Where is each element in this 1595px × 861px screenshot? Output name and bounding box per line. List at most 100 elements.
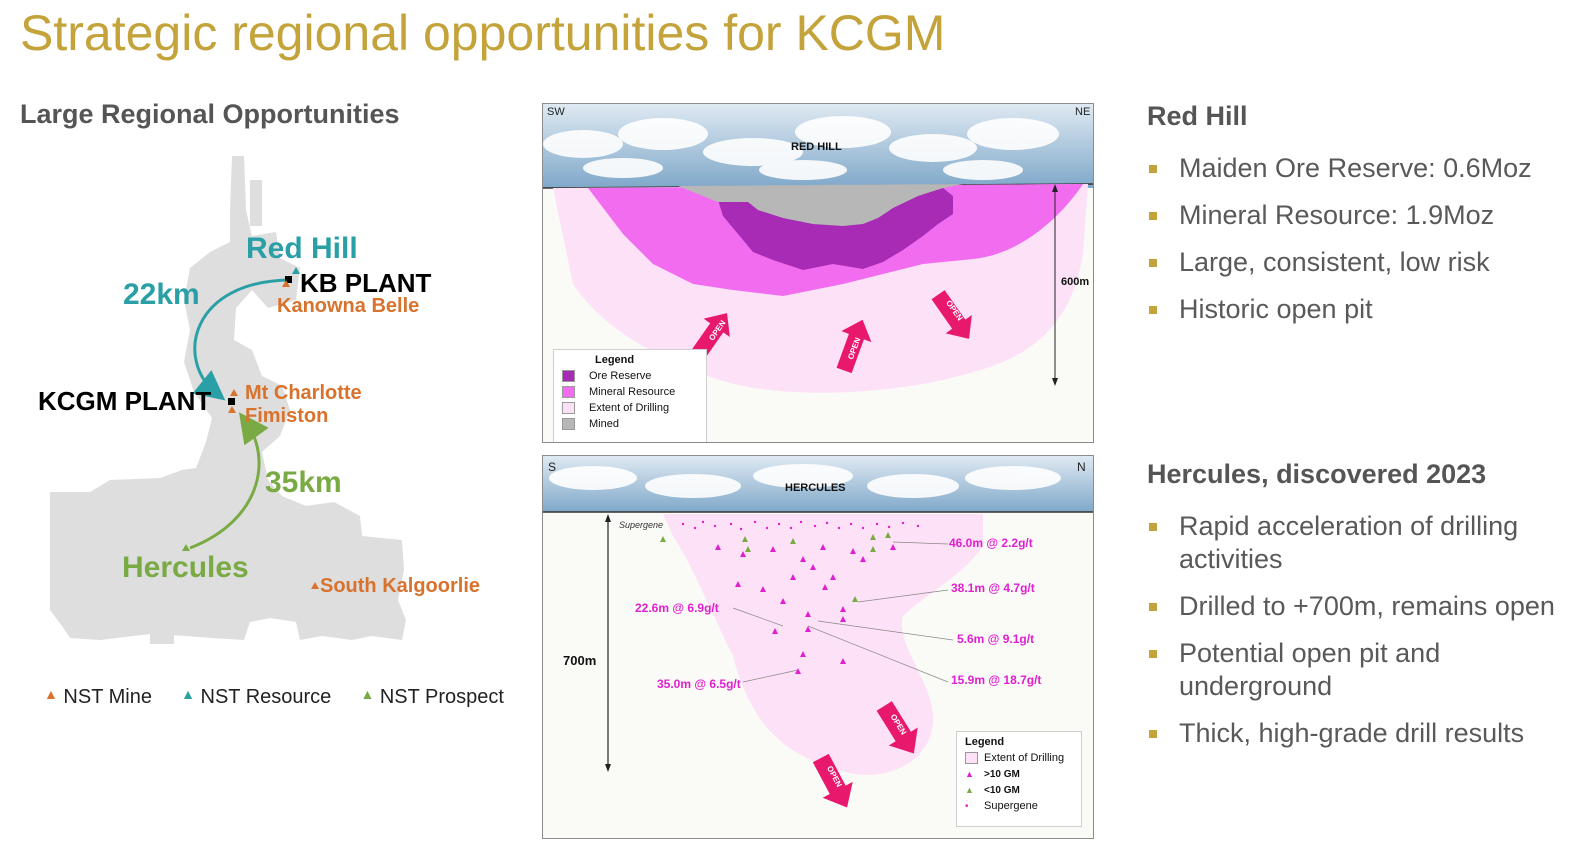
left-heading: Large Regional Opportunities xyxy=(20,99,400,129)
intercept-label: 35.0m @ 6.5g/t xyxy=(657,677,741,691)
depth-arrow-head xyxy=(1052,184,1058,192)
legend-prospect-label: NST Prospect xyxy=(379,686,504,708)
hercules-bullets: Rapid acceleration of drilling activitie… xyxy=(1147,510,1587,750)
legend-swatch xyxy=(965,752,978,764)
resource-triangle-icon xyxy=(292,267,300,274)
land-area xyxy=(150,630,174,644)
legend-swatch xyxy=(562,370,575,382)
bullet-square-icon xyxy=(1149,259,1157,267)
extent-of-drilling-area xyxy=(663,514,983,775)
legend-label: Extent of Drilling xyxy=(589,402,670,414)
open-arrow-icon xyxy=(931,290,972,339)
depth-arrow-head xyxy=(605,764,611,772)
regional-map xyxy=(50,156,406,644)
prospect-triangle-icon: ▲ xyxy=(360,686,375,702)
mine-triangle-icon: ▲ xyxy=(44,686,58,702)
legend-label: >10 GM xyxy=(984,768,1020,780)
mine-triangle-icon xyxy=(230,389,238,396)
depth-arrow-head xyxy=(1052,378,1058,386)
arrow-35km xyxy=(189,412,269,550)
legend-label: Extent of Drilling xyxy=(984,752,1065,764)
bullet-item: Drilled to +700m, remains open xyxy=(1147,590,1587,623)
intercept-label: 22.6m @ 6.9g/t xyxy=(635,601,719,615)
depth-arrow-head xyxy=(605,514,611,522)
triangle-icon: ▲ xyxy=(965,785,974,795)
bullet-item: Historic open pit xyxy=(1147,293,1587,326)
bullet-square-icon xyxy=(1149,523,1157,531)
hercules-section: S N HERCULES Supergene 700m 46.0m @ 2.2g… xyxy=(542,455,1094,839)
hercules-section-title: HERCULES xyxy=(785,482,846,494)
legend-mine-label: NST Mine xyxy=(63,686,152,708)
bullet-text: Maiden Ore Reserve: 0.6Moz xyxy=(1179,153,1532,183)
kb-plant-label: KB PLANT xyxy=(300,268,432,298)
bullet-text: Potential open pit and underground xyxy=(1179,638,1441,701)
bullet-text: Historic open pit xyxy=(1179,294,1373,324)
legend-label: Supergene xyxy=(984,800,1038,812)
clouds xyxy=(549,464,1061,498)
bullet-text: Large, consistent, low risk xyxy=(1179,247,1490,277)
mine-triangle-icon xyxy=(311,582,319,589)
bullet-square-icon xyxy=(1149,650,1157,658)
legend-label: Mined xyxy=(589,418,619,430)
bullet-square-icon xyxy=(1149,603,1157,611)
legend-label: Ore Reserve xyxy=(589,370,652,382)
supergene-points xyxy=(681,520,920,531)
legend-row-mineral-resource: Mineral Resource xyxy=(562,384,698,400)
high-grade-points xyxy=(715,544,896,674)
bullet-text: Thick, high-grade drill results xyxy=(1179,718,1525,748)
intercept-label: 38.1m @ 4.7g/t xyxy=(951,581,1035,595)
bullet-square-icon xyxy=(1149,306,1157,314)
bullet-item: Maiden Ore Reserve: 0.6Moz xyxy=(1147,152,1587,185)
fimiston-label: Fimiston xyxy=(245,405,329,427)
bullet-square-icon xyxy=(1149,212,1157,220)
bullet-text: Mineral Resource: 1.9Moz xyxy=(1179,200,1495,230)
red-hill-section-title: RED HILL xyxy=(791,141,842,153)
legend-label: <10 GM xyxy=(984,784,1020,796)
red-hill-section: SW NE RED HILL 600m OPEN OPEN OPEN Legen… xyxy=(542,103,1094,443)
legend-swatch xyxy=(562,402,575,414)
triangle-icon: ▲ xyxy=(965,769,974,779)
legend-row-extent: Extent of Drilling xyxy=(562,400,698,416)
red-hill-legend: Legend Ore Reserve Mineral Resource Exte… xyxy=(553,349,707,442)
bullet-item: Potential open pit and underground xyxy=(1147,637,1587,703)
legend-row-mined: Mined xyxy=(562,416,698,432)
bullet-text: Drilled to +700m, remains open xyxy=(1179,591,1555,621)
legend-row-low-grade: ▲ <10 GM xyxy=(965,782,1073,798)
mine-triangle-icon xyxy=(282,280,290,287)
map-legend: ▲ NST Mine ▲ NST Resource ▲ NST Prospect xyxy=(44,686,504,709)
legend-swatch xyxy=(562,386,575,398)
hercules-depth-label: 700m xyxy=(563,653,597,668)
ore-reserve-area xyxy=(718,188,953,270)
bullet-item: Rapid acceleration of drilling activitie… xyxy=(1147,510,1587,576)
legend-row-extent: Extent of Drilling xyxy=(965,750,1073,766)
south-kalgoorlie-label: South Kalgoorlie xyxy=(320,575,480,597)
kanowna-belle-label: Kanowna Belle xyxy=(277,295,420,317)
bullet-square-icon xyxy=(1149,165,1157,173)
intercept-label: 15.9m @ 18.7g/t xyxy=(951,673,1042,687)
red-hill-bullets: Maiden Ore Reserve: 0.6Moz Mineral Resou… xyxy=(1147,152,1587,326)
legend-title: Legend xyxy=(965,736,1005,748)
red-hill-depth-label: 600m xyxy=(1061,276,1090,288)
prospect-triangle-icon xyxy=(182,544,190,551)
bullet-item: Large, consistent, low risk xyxy=(1147,246,1587,279)
intercept-label: 46.0m @ 2.2g/t xyxy=(949,536,1033,550)
legend-row-high-grade: ▲ >10 GM xyxy=(965,766,1073,782)
arrow-22km xyxy=(192,278,293,401)
supergene-label: Supergene xyxy=(619,520,664,530)
red-hill-heading: Red Hill xyxy=(1147,101,1248,131)
open-arrow-icon xyxy=(876,701,918,754)
bullet-item: Mineral Resource: 1.9Moz xyxy=(1147,199,1587,232)
red-hill-section-drawing xyxy=(543,104,1093,393)
red-hill-summary: Red Hill Maiden Ore Reserve: 0.6Moz Mine… xyxy=(1147,101,1587,340)
clouds xyxy=(543,116,1059,180)
page-title: Strategic regional opportunities for KCG… xyxy=(20,5,946,61)
legend-label: Mineral Resource xyxy=(589,386,676,398)
direction-ne: NE xyxy=(1075,106,1091,118)
dot-icon: • xyxy=(965,800,969,812)
mt-charlotte-label: Mt Charlotte xyxy=(245,382,362,404)
direction-n: N xyxy=(1077,460,1086,474)
hercules-summary: Hercules, discovered 2023 Rapid accelera… xyxy=(1147,459,1587,764)
legend-row-ore-reserve: Ore Reserve xyxy=(562,368,698,384)
hercules-legend: Legend Extent of Drilling ▲ >10 GM ▲ <10 G… xyxy=(956,731,1082,827)
legend-resource-label: NST Resource xyxy=(200,686,332,708)
